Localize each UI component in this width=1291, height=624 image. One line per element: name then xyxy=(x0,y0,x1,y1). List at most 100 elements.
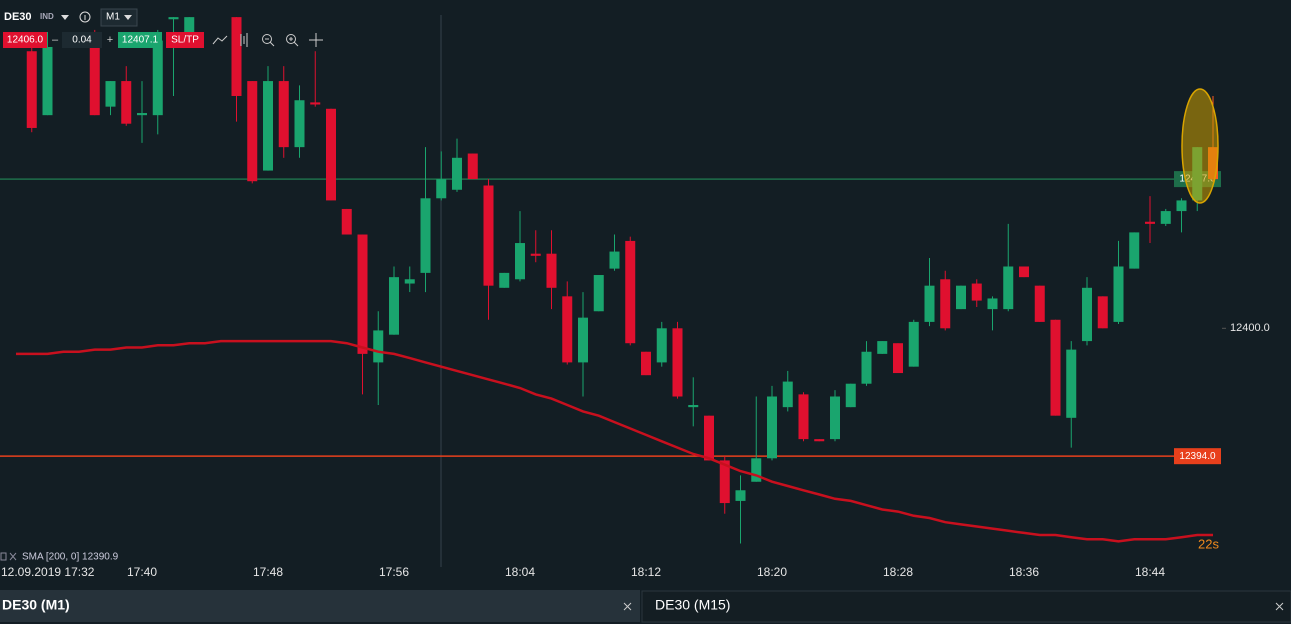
candle-body xyxy=(798,394,809,440)
candle-body xyxy=(845,383,856,408)
candle-body xyxy=(593,275,604,312)
tab-active[interactable] xyxy=(0,590,640,622)
candle-body xyxy=(184,17,195,33)
bid[interactable]: 12406.0 xyxy=(7,35,44,46)
highlight xyxy=(1181,88,1219,204)
candle-body xyxy=(1129,232,1140,269)
candle-body xyxy=(420,198,431,273)
legend-icon[interactable] xyxy=(0,552,7,561)
ask-button[interactable] xyxy=(118,32,162,48)
candle-body xyxy=(278,81,289,148)
indicator-label: SMA [200, 0] 12390.9 xyxy=(22,552,119,563)
candle-body xyxy=(483,185,494,286)
candle-body xyxy=(1050,319,1061,416)
candle-body xyxy=(751,458,762,482)
candle-body xyxy=(326,108,336,201)
candle-body xyxy=(861,351,872,384)
candle-body xyxy=(971,283,982,301)
candle-body xyxy=(956,285,966,310)
candle-body xyxy=(940,279,951,329)
candle-body xyxy=(137,113,147,116)
candle-body xyxy=(231,17,242,96)
info-icon[interactable] xyxy=(79,11,91,23)
tab-label[interactable]: DE30 (M15) xyxy=(655,597,730,613)
spread[interactable]: 0.04 xyxy=(72,35,92,46)
timeframe[interactable]: M1 xyxy=(106,12,120,23)
candle-body xyxy=(1145,221,1155,224)
candle-body xyxy=(452,157,462,190)
candle-body xyxy=(1097,296,1108,329)
zoom-out xyxy=(265,38,275,47)
candle-body xyxy=(562,296,573,363)
tab-label[interactable]: DE30 (M1) xyxy=(2,597,70,613)
x-tick-label: 17:40 xyxy=(127,565,157,579)
candle-body xyxy=(704,415,714,461)
candle-body xyxy=(1003,266,1014,310)
candle-body xyxy=(152,40,163,116)
tab[interactable] xyxy=(641,590,1291,623)
candle-body xyxy=(767,396,777,459)
sltp[interactable]: SL/TP xyxy=(171,35,199,46)
y-tick-label: 12400.0 xyxy=(1230,322,1270,334)
dropdown[interactable] xyxy=(124,15,132,20)
candle-body xyxy=(389,277,399,335)
spread-box[interactable] xyxy=(62,32,102,48)
candle-body xyxy=(515,243,525,280)
x-tick-label: 18:20 xyxy=(757,565,787,579)
candle-body xyxy=(877,341,888,354)
candle-body xyxy=(357,234,368,354)
decrement[interactable]: – xyxy=(52,34,59,46)
dropdown[interactable] xyxy=(61,15,69,20)
candle-body xyxy=(1034,285,1045,322)
x-tick-label: 18:04 xyxy=(505,565,535,579)
tab-close[interactable] xyxy=(623,602,632,611)
legend-close[interactable] xyxy=(9,552,17,561)
candle-body xyxy=(625,240,636,344)
zoom-in[interactable] xyxy=(286,34,296,44)
candle-body xyxy=(641,351,651,376)
x-tick-label: 18:44 xyxy=(1135,565,1165,579)
ask[interactable]: 12407.1 xyxy=(122,35,159,46)
candle-body xyxy=(467,153,478,180)
countdown: 22s xyxy=(1198,536,1219,551)
candle-body xyxy=(105,81,116,107)
x-tick-label: 12.09.2019 17:32 xyxy=(1,565,95,579)
overlay: DE30 IND M1 12406.0 – 0.04 + 12407.1 SL/… xyxy=(0,8,1291,623)
x-tick-label: 17:56 xyxy=(379,565,409,579)
timeframe-box[interactable] xyxy=(100,8,138,27)
candle-body xyxy=(924,285,935,322)
candle-body xyxy=(89,40,100,116)
x-tick-label: 18:36 xyxy=(1009,565,1039,579)
candle-body xyxy=(1066,349,1077,418)
candle-body xyxy=(814,439,825,442)
candle-body xyxy=(735,490,746,501)
pan-tool[interactable] xyxy=(309,33,323,47)
candle-body xyxy=(672,328,683,397)
chart-background xyxy=(0,0,1291,590)
candle-body xyxy=(499,272,510,288)
candle-body xyxy=(436,179,447,199)
candle-body xyxy=(688,405,699,408)
sma-line xyxy=(16,339,1213,543)
candle-body xyxy=(530,253,541,256)
candle-body xyxy=(26,51,37,128)
line-tool[interactable] xyxy=(212,35,228,45)
x-tick-label: 18:28 xyxy=(883,565,913,579)
candle-tool[interactable] xyxy=(240,33,248,47)
candle-body xyxy=(1113,266,1124,322)
symbol[interactable]: DE30 xyxy=(4,11,32,23)
candle-body xyxy=(373,330,384,363)
candle-body xyxy=(294,100,305,148)
tab-close[interactable] xyxy=(1275,602,1284,611)
sltp-button[interactable] xyxy=(166,32,204,48)
price-label: 12394.0 xyxy=(1179,451,1216,462)
candle-body xyxy=(782,381,793,408)
candle-body xyxy=(609,251,620,269)
zoom-out[interactable] xyxy=(262,34,272,44)
bid-button[interactable] xyxy=(3,32,47,48)
candle-body xyxy=(121,81,132,124)
increment[interactable]: + xyxy=(107,34,113,46)
candle-body xyxy=(1160,211,1171,224)
candle-body xyxy=(719,460,730,504)
candle-body xyxy=(1176,200,1187,212)
